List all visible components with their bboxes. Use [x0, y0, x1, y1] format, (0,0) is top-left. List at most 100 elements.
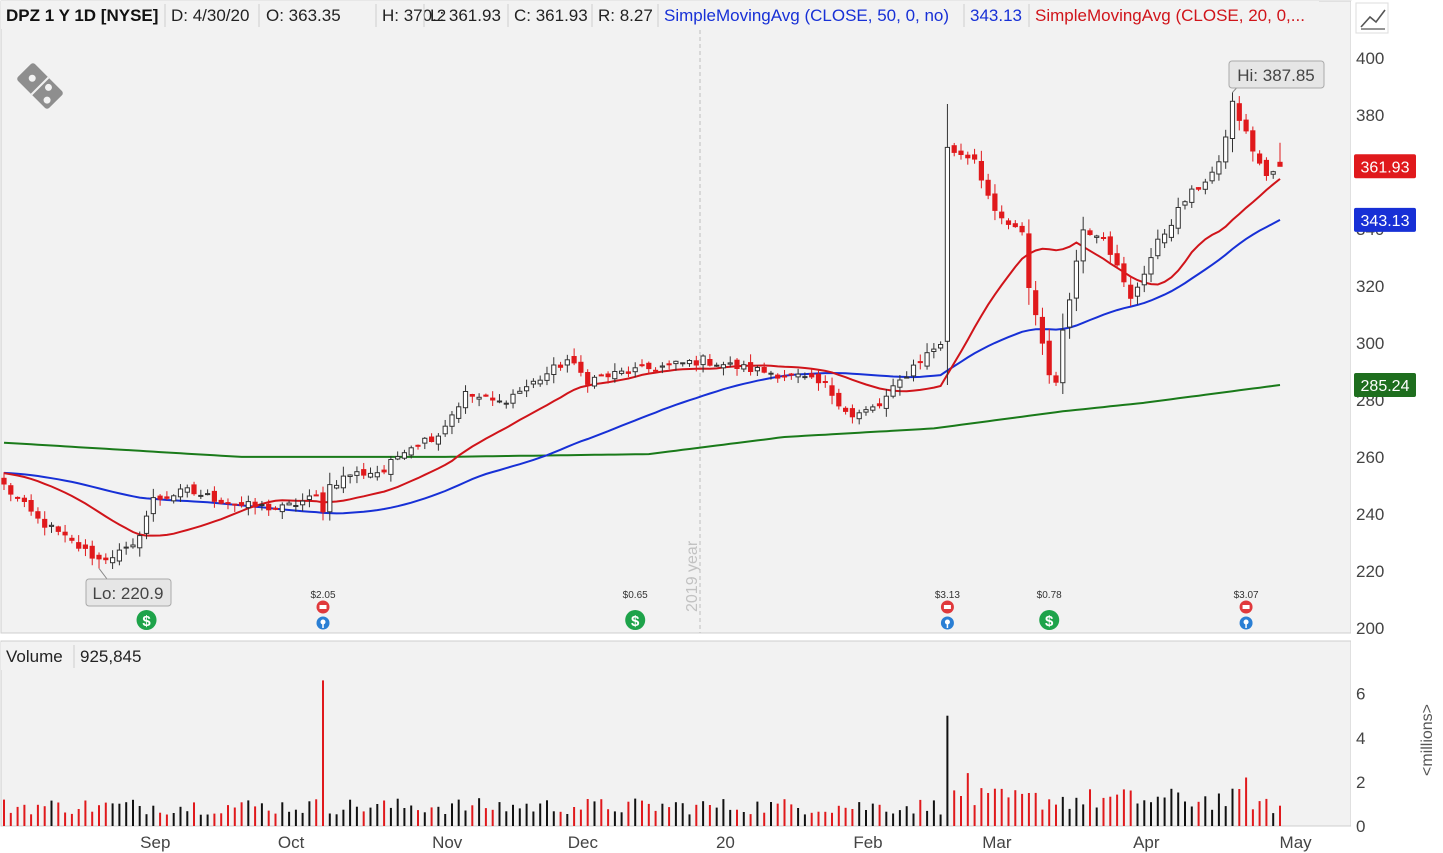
- earnings-icon[interactable]: $2.05: [310, 590, 336, 630]
- volume-bar: [301, 812, 304, 826]
- header-date: D: 4/30/20: [171, 6, 249, 25]
- volume-bar: [437, 806, 440, 826]
- candle: [28, 494, 34, 516]
- header-sma50-label[interactable]: SimpleMovingAvg (CLOSE, 50, 0, no): [664, 6, 949, 25]
- candle: [1236, 96, 1242, 131]
- candle: [965, 151, 971, 165]
- volume-bar: [749, 814, 752, 826]
- dividend-icon[interactable]: $0.78 $: [1037, 590, 1062, 630]
- volume-bar: [980, 788, 983, 826]
- candle: [21, 494, 27, 508]
- volume-bar: [376, 804, 379, 826]
- candle: [666, 360, 672, 370]
- candle: [116, 543, 123, 566]
- sma200-line: [3, 384, 1281, 458]
- volume-bar: [3, 799, 5, 826]
- price-panel[interactable]: [0, 0, 1352, 634]
- dividend-icon[interactable]: $0.65 $: [623, 590, 648, 630]
- candle: [503, 400, 509, 409]
- candle: [1128, 275, 1134, 307]
- earnings-icon[interactable]: $3.07: [1234, 590, 1259, 630]
- drawing-tools-icon[interactable]: [1355, 2, 1389, 34]
- volume-bar: [491, 809, 494, 826]
- volume-bar: [410, 805, 413, 826]
- volume-bar: [1129, 790, 1132, 826]
- candle: [551, 357, 557, 384]
- volume-bar: [111, 803, 114, 826]
- earnings-icon[interactable]: $3.13: [935, 590, 960, 630]
- svg-text:361.93: 361.93: [1361, 159, 1410, 176]
- candle: [1168, 219, 1175, 242]
- volume-bar: [240, 802, 243, 826]
- candle: [741, 360, 747, 372]
- hi-label: Hi: 387.85: [1237, 66, 1315, 85]
- volume-bar: [247, 800, 250, 826]
- candle: [612, 363, 618, 383]
- volume-bar: [790, 804, 793, 826]
- volume-bar: [1177, 792, 1180, 826]
- candle: [435, 433, 441, 451]
- volume-bar: [803, 814, 806, 826]
- svg-text:$: $: [142, 613, 151, 630]
- candle: [544, 366, 550, 386]
- candle: [727, 356, 733, 368]
- volume-bar: [783, 799, 786, 826]
- candle: [1053, 371, 1059, 386]
- volume-bar: [1170, 788, 1173, 826]
- x-tick-label: Apr: [1133, 833, 1160, 852]
- volume-bar: [770, 802, 772, 826]
- volume-bar: [1122, 789, 1125, 826]
- candle: [15, 496, 21, 502]
- volume-bar: [315, 799, 318, 826]
- candle: [557, 361, 564, 371]
- volume-bar: [1075, 797, 1078, 826]
- candle: [293, 498, 299, 512]
- volume-bar: [946, 715, 949, 826]
- volume-bar: [871, 803, 874, 826]
- volume-bar: [274, 813, 277, 826]
- volume-bar: [831, 812, 833, 826]
- volume-bar: [1061, 796, 1064, 826]
- candle: [340, 466, 346, 494]
- volume-bar: [165, 814, 168, 826]
- volume-bar: [104, 802, 107, 826]
- candle: [395, 451, 401, 461]
- candle: [632, 362, 638, 378]
- candle: [510, 389, 516, 409]
- candle: [897, 375, 903, 396]
- candle: [62, 524, 68, 543]
- candle: [761, 362, 767, 374]
- volume-bar: [77, 809, 80, 826]
- candle: [211, 486, 218, 508]
- volume-bar: [1014, 790, 1017, 826]
- header-sma20-label[interactable]: SimpleMovingAvg (CLOSE, 20, 0,...: [1035, 6, 1305, 25]
- volume-bar: [1156, 796, 1159, 826]
- volume-tick-label: 2: [1356, 773, 1365, 792]
- candle: [143, 510, 150, 540]
- header-symbol[interactable]: DPZ 1 Y 1D [NYSE]: [6, 6, 158, 25]
- header-sma50-value: 343.13: [970, 6, 1022, 25]
- candle: [1046, 328, 1052, 384]
- svg-text:343.13: 343.13: [1361, 213, 1410, 230]
- candle: [1250, 126, 1256, 162]
- x-tick-label: Oct: [278, 833, 305, 852]
- volume-bar: [138, 806, 141, 826]
- candle: [42, 511, 48, 536]
- volume-bar: [125, 802, 128, 826]
- candle: [1005, 218, 1012, 230]
- volume-bar: [641, 800, 643, 826]
- volume-bar: [206, 814, 209, 826]
- volume-bar: [260, 803, 263, 826]
- candle: [843, 406, 849, 415]
- volume-bar: [50, 800, 53, 826]
- candle: [734, 358, 740, 376]
- candle: [1202, 178, 1208, 195]
- candle: [1107, 231, 1113, 264]
- volume-bar: [1109, 796, 1112, 826]
- volume-bar: [91, 811, 94, 826]
- volume-bar: [335, 814, 338, 826]
- candle: [985, 173, 991, 200]
- volume-panel[interactable]: [0, 640, 1352, 827]
- volume-bar: [885, 811, 888, 826]
